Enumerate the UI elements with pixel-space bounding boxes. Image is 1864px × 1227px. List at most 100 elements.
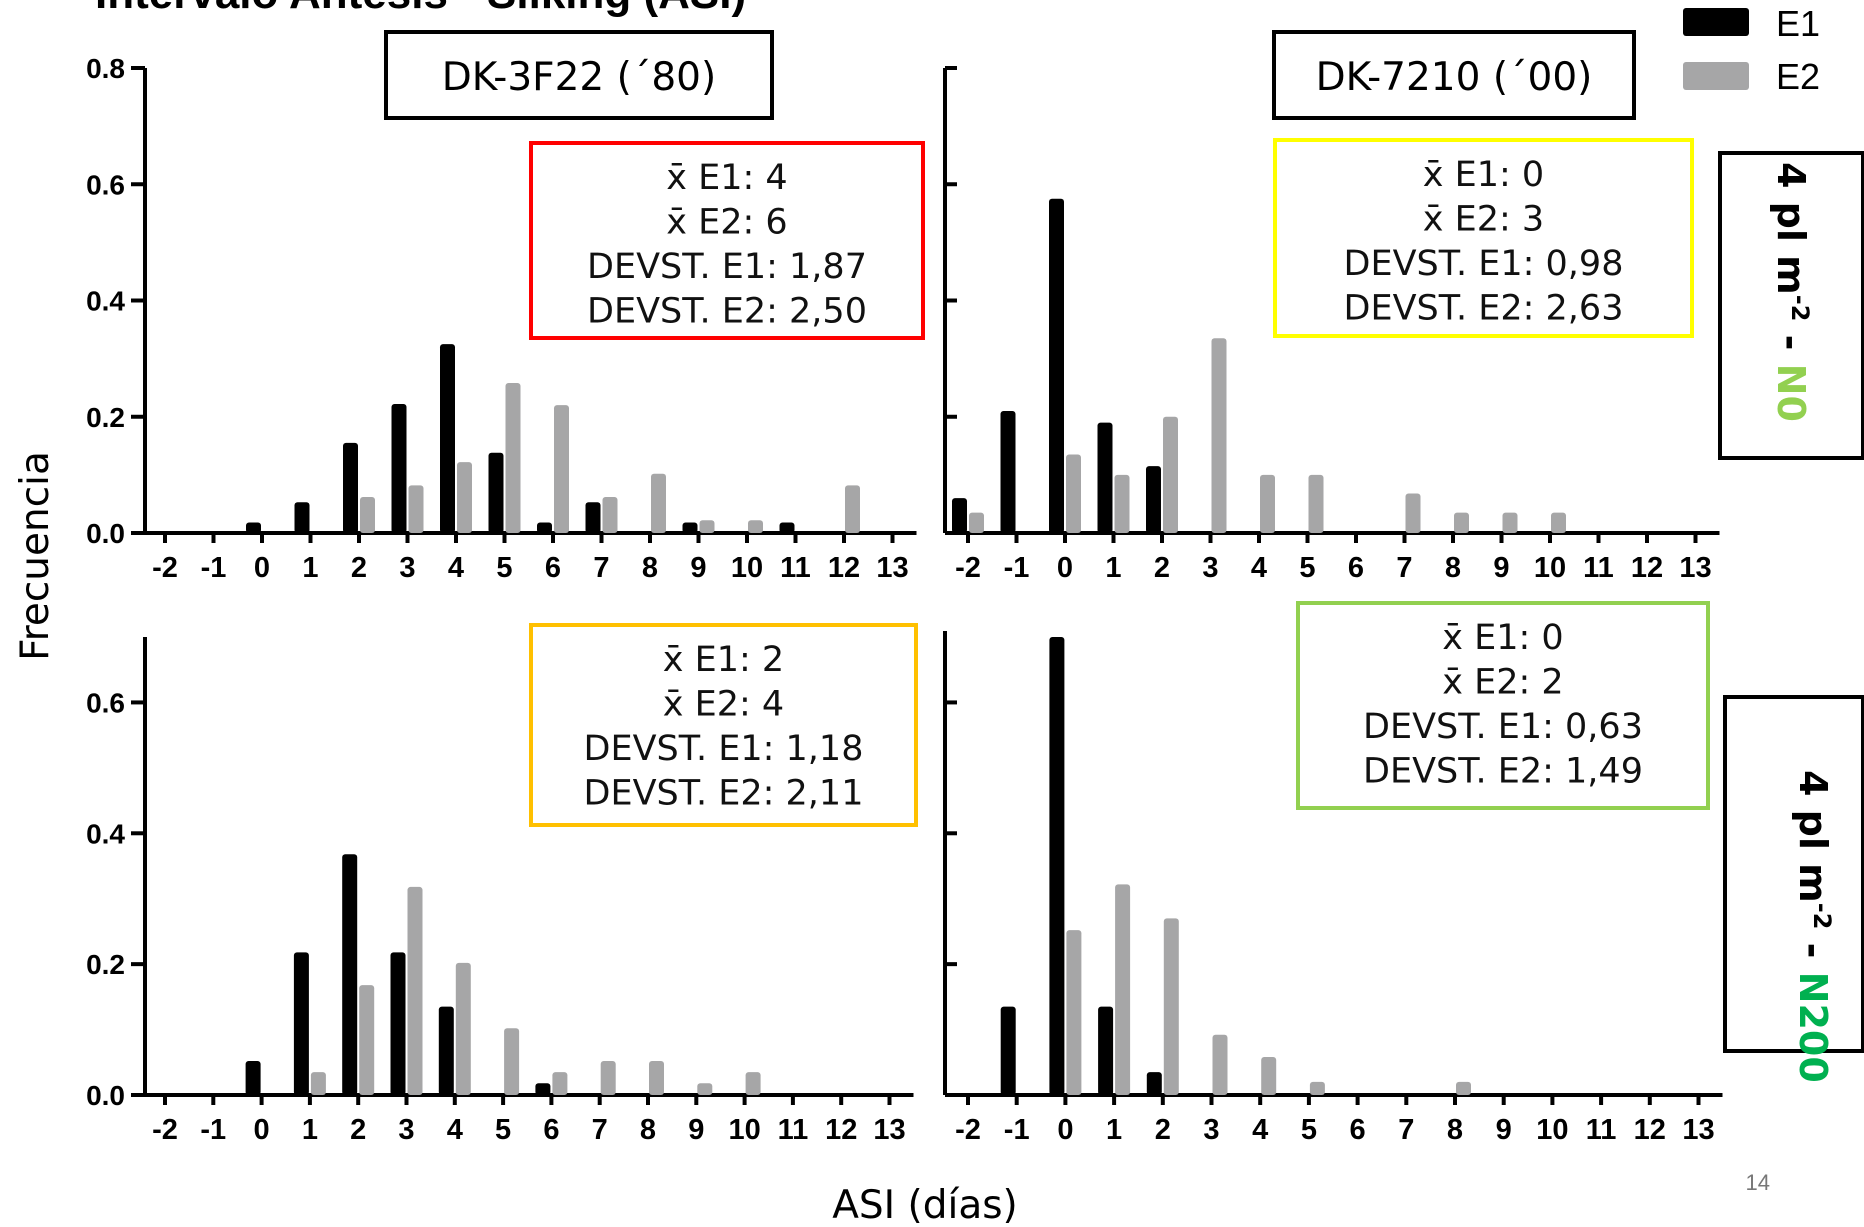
bar-e1-1 [1097,422,1113,533]
bar-e1-11 [779,522,795,533]
bar-e2-8 [1456,1081,1471,1095]
x-tick-label: 2 [351,552,367,584]
stats-box [529,141,925,340]
bar-e2-10 [748,520,763,533]
bar-e2-0 [1066,930,1082,1095]
x-tick-label: 4 [1252,1114,1268,1146]
bar-e2-1 [1115,884,1131,1095]
x-tick-label: 3 [1202,552,1218,584]
bar-e2-8 [649,1060,664,1095]
x-tick-label: 7 [1398,1114,1414,1146]
bar-e1-0 [1049,637,1065,1095]
x-tick-label: 7 [592,1114,608,1146]
x-tick-label: 11 [1586,1114,1617,1146]
x-tick-label: 0 [254,1114,270,1146]
bar-e2-2 [1163,416,1178,533]
stats-box [529,623,918,827]
x-tick-label: 13 [876,552,908,584]
x-tick-label: 5 [495,1114,511,1146]
bar-e1-7 [585,502,601,533]
x-tick-label: 0 [1057,552,1073,584]
y-tick-label: 0.8 [86,53,125,84]
x-tick-label: -2 [152,552,178,584]
x-tick-label: -1 [1004,1114,1030,1146]
bar-e2-2 [360,496,375,533]
x-tick-label: 10 [731,552,763,584]
bar-e1-1 [1098,1006,1114,1095]
bar-e1-3 [390,952,406,1095]
bar-e1-1 [293,952,309,1095]
bar-e1--2 [952,498,967,533]
stats-line: x̄ E2: 6 [666,203,787,243]
x-axis-label: ASI (días) [832,1183,1018,1227]
x-tick-label: 12 [1631,552,1663,584]
stats-line: DEVST. E1: 0,98 [1344,244,1624,284]
y-tick-label: 0.6 [86,687,125,718]
stats-line: x̄ E1: 0 [1442,618,1563,658]
x-tick-label: -1 [200,1114,226,1146]
bar-e2-4 [457,462,472,533]
x-tick-label: 0 [254,552,270,584]
x-tick-label: 10 [1534,552,1566,584]
x-tick-label: 2 [1155,1114,1171,1146]
x-tick-label: 9 [690,552,706,584]
x-tick-label: 3 [398,1114,414,1146]
x-tick-label: 4 [448,552,464,584]
bar-e2-0 [1066,454,1081,533]
x-tick-label: 1 [302,1114,318,1146]
bar-e1-6 [535,1083,551,1095]
stats-line: DEVST. E2: 2,50 [587,292,867,332]
panel-top-left: 0.00.20.40.60.8-2 -1 0 1 2 3 4 5 6 7 8 9 10 11 12 13x̄ … [86,53,925,584]
bar-e2-3 [1212,1034,1228,1095]
x-tick-label: 3 [399,552,415,584]
x-tick-label: 5 [1301,1114,1317,1146]
y-tick-label: 0.6 [86,169,125,200]
column-label-dk7210: DK-7210 (´00) [1316,55,1593,100]
x-tick-label: -1 [201,552,227,584]
bar-e2-7 [600,1060,616,1095]
y-tick-label: 0.4 [86,818,125,849]
x-tick-label: 12 [1634,1114,1666,1146]
x-tick-label: 4 [447,1114,463,1146]
bar-e2-6 [552,1072,568,1095]
bar-e2-6 [554,405,569,533]
x-tick-label: 2 [350,1114,366,1146]
bar-e2-3 [1211,338,1227,533]
row-label-n0-box: 4 pl m-2 - N0 [1718,151,1864,460]
bar-e1-2 [343,442,358,533]
x-tick-label: 13 [1682,1114,1714,1146]
bar-e2-8 [651,473,666,533]
bar-e1-0 [246,522,261,533]
x-tick-label: 12 [825,1114,857,1146]
x-tick-label: 11 [780,552,811,584]
x-tick-label: 9 [688,1114,704,1146]
row-label-n200-box: 4 pl m-2 - N200 [1723,695,1864,1083]
row-label-n200: 4 pl m-2 - N200 [1791,770,1836,1083]
bar-e2-4 [455,962,471,1095]
x-tick-label: 6 [1350,1114,1366,1146]
stats-box [1273,138,1694,338]
bar-e2-1 [1114,474,1130,533]
bar-e2-3 [407,886,423,1095]
bar-e1-0 [1049,198,1064,533]
y-tick-label: 0.0 [86,518,125,549]
x-tick-label: 2 [1154,552,1170,584]
x-tick-label: 9 [1496,1114,1512,1146]
bar-e2-9 [699,520,715,533]
page-title: Intervalo Antesis - Silking (ASI) [95,0,746,18]
y-tick-label: 0.2 [86,949,125,980]
bar-e2-7 [602,496,618,533]
stats-line: x̄ E2: 3 [1423,200,1544,240]
panel-top-right: -2 -1 0 1 2 3 4 5 6 7 8 9 10 11 12 13x̄ E1: 0x̄ E2: 3DE… [943,66,1720,584]
x-tick-label: -2 [955,552,981,584]
stats-line: x̄ E1: 0 [1423,155,1544,195]
bar-e1--1 [1000,1006,1016,1095]
x-tick-label: 11 [1583,552,1614,584]
x-tick-label: 5 [1299,552,1315,584]
stats-line: x̄ E2: 2 [1442,663,1563,703]
bar-e1-4 [440,344,455,533]
x-tick-label: 10 [1536,1114,1568,1146]
x-tick-label: 7 [1396,552,1412,584]
stats-line: DEVST. E1: 0,63 [1363,707,1643,747]
